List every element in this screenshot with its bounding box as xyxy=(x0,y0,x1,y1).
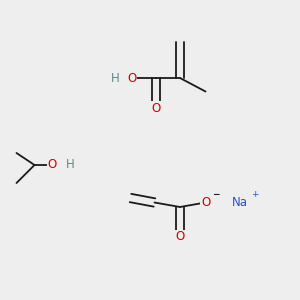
Text: O: O xyxy=(128,71,136,85)
Text: O: O xyxy=(176,230,184,244)
Text: Na: Na xyxy=(232,196,248,209)
Text: +: + xyxy=(251,190,258,199)
Text: O: O xyxy=(201,196,210,209)
Text: O: O xyxy=(48,158,57,172)
Text: O: O xyxy=(152,101,160,115)
Text: H: H xyxy=(66,158,75,172)
Text: H: H xyxy=(111,71,120,85)
Text: −: − xyxy=(212,190,219,199)
